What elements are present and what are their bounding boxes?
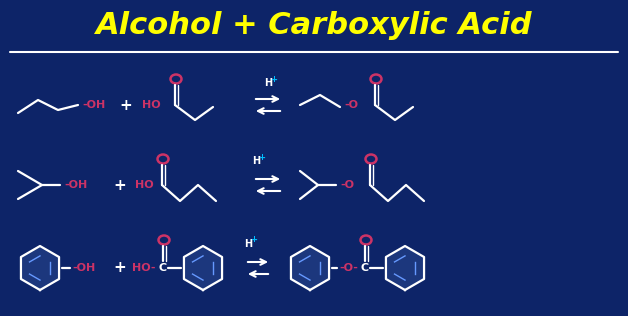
Text: -OH: -OH [72, 263, 95, 273]
Polygon shape [184, 246, 222, 290]
Text: -OH: -OH [82, 100, 106, 110]
Text: +: + [251, 235, 257, 245]
Text: +: + [271, 75, 278, 83]
Text: HO: HO [142, 100, 161, 110]
Polygon shape [291, 246, 329, 290]
Text: -OH: -OH [64, 180, 87, 190]
Text: C: C [159, 263, 167, 273]
Text: HO-: HO- [132, 263, 156, 273]
Text: C: C [361, 263, 369, 273]
Polygon shape [386, 246, 424, 290]
Text: H: H [264, 78, 272, 88]
Text: -O: -O [340, 180, 354, 190]
Polygon shape [21, 246, 59, 290]
Text: H: H [252, 156, 260, 166]
Text: HO: HO [135, 180, 154, 190]
Text: +: + [114, 260, 126, 276]
Text: Alcohol + Carboxylic Acid: Alcohol + Carboxylic Acid [95, 11, 533, 40]
Text: +: + [259, 153, 266, 161]
Text: -O-: -O- [339, 263, 358, 273]
Text: +: + [114, 178, 126, 192]
Text: -O: -O [344, 100, 358, 110]
Text: H: H [244, 239, 252, 249]
Text: +: + [119, 98, 133, 112]
